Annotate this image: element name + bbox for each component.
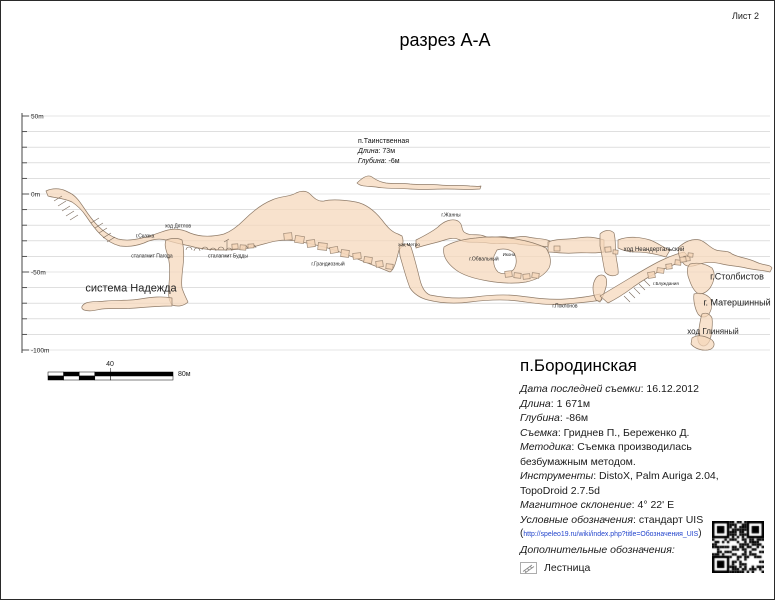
depth-tick-label: -100m bbox=[31, 347, 49, 354]
cave-info-block: п.Бородинская Дата последней съемки: 16.… bbox=[520, 356, 770, 574]
passage-label: ход Неандертальский bbox=[623, 247, 685, 253]
info-line: Магнитное склонение: 4° 22' E bbox=[520, 499, 675, 511]
info-line: Глубина: -86м bbox=[520, 412, 589, 424]
info-line: TopoDroid 2.7.5d bbox=[520, 484, 600, 497]
passage-label: г.Столбистов bbox=[710, 271, 764, 282]
ikona-pillar bbox=[493, 248, 517, 275]
passage-label: г.Поклонов bbox=[552, 303, 578, 310]
pagoda-shaft bbox=[164, 238, 189, 307]
passage-label: г.Блуждания bbox=[653, 280, 679, 286]
ladder-icon bbox=[520, 561, 537, 574]
passage-label: сталагмит Будды bbox=[208, 253, 248, 260]
nadezhda-corridor bbox=[81, 296, 173, 312]
info-line: безбумажным методом. bbox=[520, 455, 636, 468]
poklonov-corridor bbox=[398, 243, 603, 306]
passage-label: г.Жанны bbox=[441, 212, 461, 219]
passage-label: ход Дятлов bbox=[164, 223, 192, 230]
budda-stalagmite-mark bbox=[223, 238, 230, 249]
info-line: Длина: 1 671м bbox=[520, 397, 591, 410]
sheet-number: Лист 2 bbox=[731, 11, 759, 21]
side-cave-name: п.Таинственная bbox=[358, 138, 410, 145]
passage-label: г.Сказка bbox=[135, 233, 155, 240]
cave-info-lines: Дата последней съемки: 16.12.2012 Длина: … bbox=[520, 382, 770, 527]
chimney bbox=[599, 230, 619, 277]
uis-link-line: (http://speleo19.ru/wiki/index.php?title… bbox=[520, 528, 702, 539]
cave-name-title: п.Бородинская bbox=[520, 356, 637, 375]
passage-label: Икона bbox=[502, 251, 516, 257]
section-title: разрез А-А bbox=[399, 30, 491, 50]
uis-wiki-link[interactable]: http://speleo19.ru/wiki/index.php?title=… bbox=[523, 531, 699, 538]
legend-ladder-label: Лестница bbox=[544, 561, 591, 574]
main-gallery-outline bbox=[45, 188, 404, 273]
qr-code bbox=[712, 521, 764, 573]
depth-tick-label: -50m bbox=[31, 269, 46, 276]
cave-passages bbox=[45, 175, 773, 351]
scalebar-end-label: 80м bbox=[178, 371, 191, 378]
passage-label: г.Грандиозный bbox=[311, 261, 345, 268]
side-cave-depth: Глубина: -6м bbox=[358, 158, 400, 165]
legend-item-ladder: Лестница bbox=[520, 562, 770, 574]
passage-label: система Надежда bbox=[85, 282, 177, 295]
passage-label: сталагмит Пагода bbox=[131, 253, 173, 260]
scale-bar bbox=[47, 368, 174, 381]
side-cave-info: п.Таинственная Длина: 73м Глубина: -6м bbox=[358, 137, 409, 167]
extra-designations-heading: Дополнительные обозначения: bbox=[520, 543, 675, 556]
side-cave-length: Длина: 73м bbox=[358, 148, 396, 155]
tainstvennaya-profile bbox=[356, 175, 482, 190]
info-line: Инструменты: DistoX, Palm Auriga 2.04, bbox=[520, 470, 719, 482]
room-right-of-chimney bbox=[617, 237, 671, 258]
info-line: Дата последней съемки: 16.12.2012 bbox=[520, 383, 699, 395]
scalebar-mid-label: 40 bbox=[106, 361, 114, 368]
passage-label: ход Метро bbox=[398, 241, 420, 247]
info-line: Съемка: Гриднев П., Береженко Д. bbox=[520, 426, 690, 439]
passage-label: ход Глиняный bbox=[687, 327, 739, 336]
passage-label: г.Обвальный bbox=[469, 256, 499, 263]
depth-tick-label: 0m bbox=[31, 191, 40, 198]
info-line: Условные обозначения: стандарт UIS bbox=[520, 513, 704, 526]
breakdown-blocks bbox=[231, 232, 694, 280]
depth-tick-label: 50m bbox=[31, 113, 44, 120]
passage-label: г. Матершинный bbox=[703, 297, 771, 308]
slope-hatching bbox=[53, 195, 651, 303]
glinyany-foot bbox=[690, 335, 715, 351]
info-line: Методика: Съемка производилась bbox=[520, 441, 692, 453]
matershinny-passage bbox=[693, 292, 713, 318]
